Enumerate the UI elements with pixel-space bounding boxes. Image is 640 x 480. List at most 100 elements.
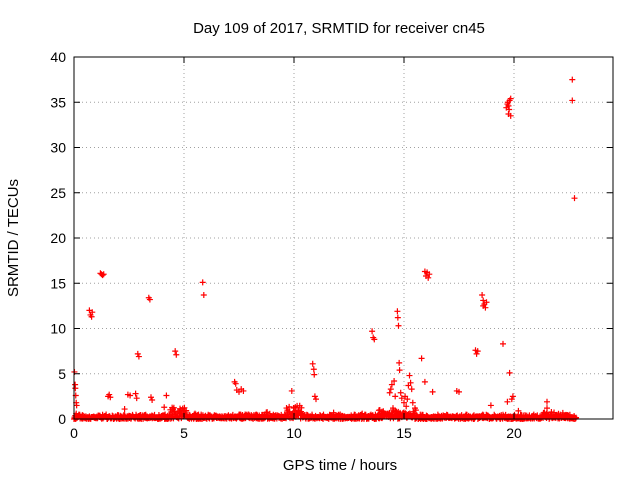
data-point [100, 271, 107, 278]
data-point [330, 409, 337, 416]
data-point [396, 359, 403, 366]
data-point [240, 387, 247, 394]
x-tick-label: 20 [506, 425, 522, 441]
data-point [404, 396, 411, 403]
data-point [509, 393, 516, 400]
data-point [134, 350, 141, 357]
data-point [99, 272, 106, 279]
data-point [397, 389, 404, 396]
data-point [395, 322, 402, 329]
y-tick-label: 30 [50, 140, 66, 156]
data-point [544, 405, 550, 412]
x-tick-label: 0 [70, 425, 78, 441]
data-point [487, 402, 494, 409]
data-point [406, 372, 413, 379]
x-axis-label: GPS time / hours [283, 457, 397, 474]
data-point [295, 406, 302, 413]
data-point [426, 271, 433, 278]
data-point [409, 399, 416, 406]
y-tick-label: 25 [50, 185, 66, 201]
data-point [379, 408, 385, 415]
data-point [396, 367, 403, 374]
data-point [386, 389, 393, 396]
data-point [418, 355, 425, 362]
data-point [369, 328, 376, 335]
data-point [348, 412, 355, 419]
y-tick-labels: 0 5 10 15 20 25 30 35 40 [50, 49, 66, 427]
data-point [173, 351, 180, 358]
data-point [429, 388, 436, 395]
data-point [398, 395, 405, 402]
data-point [107, 394, 114, 401]
data-point [571, 195, 578, 202]
data-point [310, 366, 317, 373]
data-point [387, 386, 394, 393]
data-point [132, 390, 139, 397]
grid [74, 57, 613, 419]
y-tick-label: 5 [58, 366, 66, 382]
axis-ticks [73, 56, 613, 420]
data-point [172, 348, 179, 355]
data-point [106, 391, 113, 398]
x-tick-label: 5 [180, 425, 188, 441]
data-point [569, 97, 576, 104]
data-point [500, 340, 506, 347]
data-point [290, 415, 297, 422]
data-point [392, 393, 399, 400]
data-point [200, 292, 207, 299]
data-point [391, 377, 398, 384]
data-point [506, 106, 513, 113]
y-tick-label: 0 [58, 411, 66, 427]
data-point [192, 410, 198, 417]
chart-title: Day 109 of 2017, SRMTID for receiver cn4… [193, 20, 485, 37]
data-point [508, 396, 515, 403]
data-point [504, 398, 511, 405]
data-point [309, 360, 316, 367]
data-point [359, 410, 366, 417]
data-point [515, 407, 522, 414]
data-point [544, 398, 550, 405]
data-point [313, 396, 319, 403]
y-axis-label: SRMTID / TECUs [5, 179, 22, 297]
data-point [146, 296, 153, 303]
data-point [298, 404, 305, 411]
data-point [163, 392, 170, 399]
data-point [425, 274, 432, 281]
y-tick-label: 10 [50, 321, 66, 337]
data-point [421, 378, 428, 385]
data-point [133, 395, 140, 402]
x-tick-labels: 0 5 10 15 20 [70, 425, 522, 441]
data-point [480, 302, 487, 309]
y-tick-label: 40 [50, 49, 66, 65]
data-point [474, 348, 481, 355]
data-point [483, 299, 490, 306]
data-point [72, 385, 79, 392]
data-point [479, 292, 486, 299]
data-point [473, 350, 480, 357]
data-point [507, 112, 514, 119]
data-points [71, 76, 580, 422]
x-tick-label: 10 [286, 425, 302, 441]
data-point [403, 403, 410, 410]
data-point [507, 95, 514, 102]
data-point [199, 279, 206, 286]
data-point [407, 379, 414, 386]
data-point [394, 314, 401, 321]
data-point [456, 388, 462, 395]
data-point [573, 414, 580, 421]
data-point [412, 405, 418, 412]
x-tick-label: 15 [396, 425, 412, 441]
data-point [232, 380, 239, 387]
data-point [311, 371, 318, 378]
data-point [408, 386, 415, 393]
y-tick-label: 35 [50, 94, 66, 110]
data-point [390, 405, 396, 412]
data-point [149, 396, 156, 403]
data-point [505, 102, 512, 109]
data-point [371, 336, 378, 343]
data-point [89, 309, 96, 316]
y-tick-label: 20 [50, 230, 66, 246]
data-point [569, 76, 576, 83]
data-point [401, 399, 407, 406]
data-point [388, 381, 395, 388]
